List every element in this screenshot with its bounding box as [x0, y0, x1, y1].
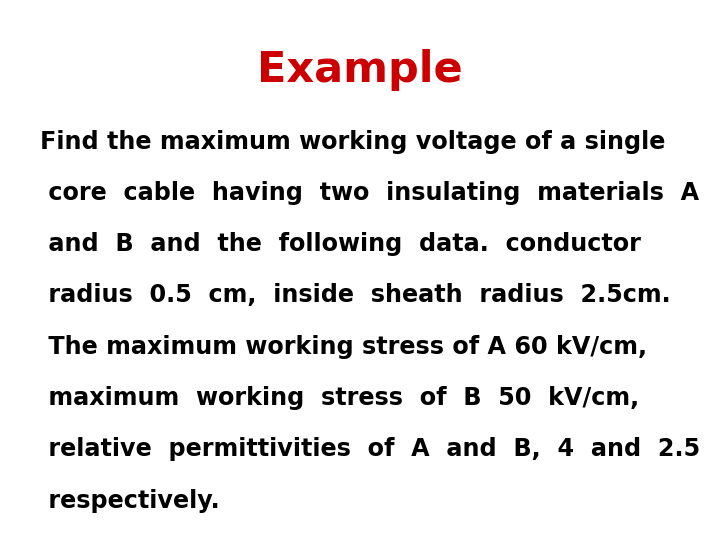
- Text: and  B  and  the  following  data.  conductor: and B and the following data. conductor: [40, 232, 641, 256]
- Text: maximum  working  stress  of  B  50  kV/cm,: maximum working stress of B 50 kV/cm,: [40, 386, 639, 410]
- Text: radius  0.5  cm,  inside  sheath  radius  2.5cm.: radius 0.5 cm, inside sheath radius 2.5c…: [40, 284, 670, 307]
- Text: Find the maximum working voltage of a single: Find the maximum working voltage of a si…: [40, 130, 665, 153]
- Text: core  cable  having  two  insulating  materials  A: core cable having two insulating materia…: [40, 181, 698, 205]
- Text: Example: Example: [257, 49, 463, 91]
- Text: relative  permittivities  of  A  and  B,  4  and  2.5: relative permittivities of A and B, 4 an…: [40, 437, 700, 461]
- Text: The maximum working stress of A 60 kV/cm,: The maximum working stress of A 60 kV/cm…: [40, 335, 647, 359]
- Text: respectively.: respectively.: [40, 489, 220, 512]
